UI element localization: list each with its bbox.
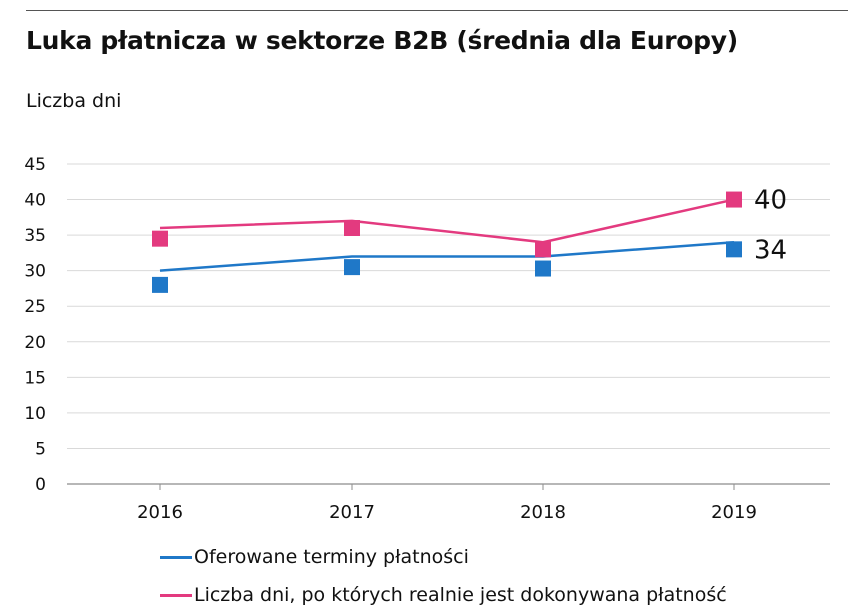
legend: Oferowane terminy płatności Liczba dni, … [160, 538, 727, 614]
legend-swatch-blue [160, 555, 192, 559]
y-tick-label: 45 [24, 155, 46, 175]
data-point-marker [152, 230, 168, 247]
y-tick-label: 0 [35, 475, 46, 495]
y-tick-label: 5 [35, 439, 46, 459]
series-actual-payment-days [152, 191, 742, 258]
series-line [159, 240, 735, 272]
end-value-label: 40 [754, 186, 787, 216]
y-axis-units-label: Liczba dni [26, 90, 122, 112]
x-tick-label: 2016 [137, 502, 183, 523]
y-tick-label: 10 [24, 404, 46, 424]
series [152, 191, 742, 293]
y-tick-labels: 0 5 10 15 20 25 30 35 40 45 [24, 155, 46, 495]
x-tick-label: 2017 [329, 502, 375, 523]
y-tick-label: 35 [24, 226, 46, 246]
data-point-marker [344, 220, 360, 236]
data-point-marker [535, 241, 551, 258]
x-tick-label: 2019 [711, 502, 757, 523]
chart-title: Luka płatnicza w sektorze B2B (średnia d… [26, 26, 738, 55]
data-point-marker [726, 191, 742, 208]
y-tick-label: 20 [24, 333, 46, 353]
data-point-marker [344, 259, 360, 276]
legend-swatch-pink [160, 593, 192, 597]
x-tick-label: 2018 [520, 502, 566, 523]
gridlines [67, 163, 830, 485]
data-point-marker [152, 276, 168, 293]
line-chart: 0 5 10 15 20 25 30 35 40 45 2016 2017 2018 2019 34 40 [24, 155, 830, 523]
top-rule [26, 10, 848, 11]
legend-label-actual-payment-days: Liczba dni, po których realnie jest doko… [194, 584, 727, 606]
y-tick-label: 25 [24, 297, 46, 317]
end-value-label: 34 [754, 235, 787, 265]
legend-item-actual-payment-days: Liczba dni, po których realnie jest doko… [160, 576, 727, 614]
y-tick-label: 30 [24, 262, 46, 282]
x-tick-labels: 2016 2017 2018 2019 [137, 484, 757, 523]
legend-label-offered-terms: Oferowane terminy płatności [194, 546, 469, 568]
y-tick-label: 40 [24, 191, 46, 211]
end-labels: 34 40 [754, 186, 787, 266]
legend-item-offered-terms: Oferowane terminy płatności [160, 538, 727, 576]
y-tick-label: 15 [24, 368, 46, 388]
data-point-marker [726, 241, 742, 258]
series-offered-terms [152, 240, 742, 293]
series-line [159, 198, 735, 244]
data-point-marker [535, 260, 551, 277]
